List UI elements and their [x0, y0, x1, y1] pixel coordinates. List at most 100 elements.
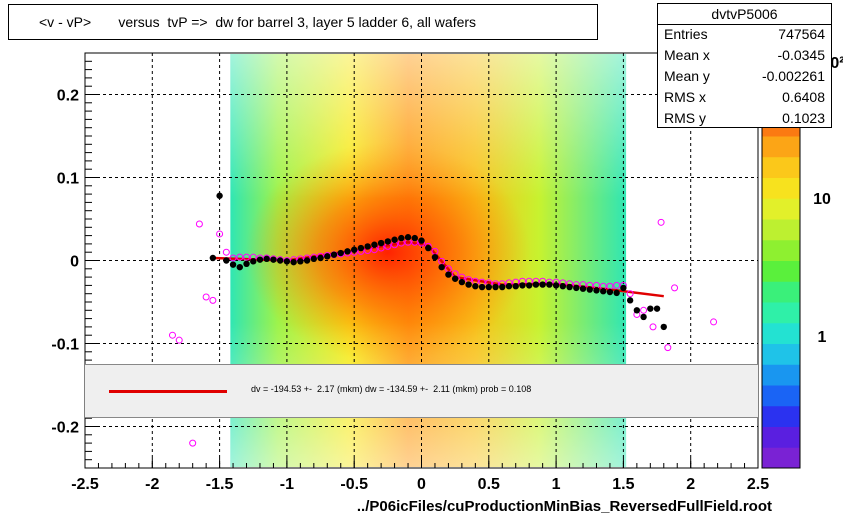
x-tick-label: 1.5 — [612, 476, 634, 493]
magenta-point — [175, 336, 183, 344]
black-point — [653, 305, 661, 312]
x-tick-label: -1 — [280, 476, 294, 493]
black-point — [512, 283, 519, 290]
color-scale-band — [762, 322, 800, 344]
black-point — [411, 234, 418, 242]
black-point — [532, 281, 540, 288]
magenta-point — [168, 331, 176, 339]
black-point — [256, 256, 264, 263]
black-point — [303, 257, 311, 264]
black-point — [458, 278, 466, 286]
y-tick-label: 0.2 — [57, 88, 79, 105]
stats-row-entries: Entries 747564 — [664, 26, 825, 42]
stats-row-rms-x: RMS x 0.6408 — [664, 89, 825, 105]
magenta-point — [626, 290, 634, 298]
black-point — [485, 283, 492, 291]
black-point — [566, 283, 573, 291]
x-axis-label: ../P06icFiles/cuProductionMinBias_Revers… — [356, 498, 772, 515]
black-point — [626, 297, 634, 304]
black-point — [223, 257, 230, 264]
x-tick-label: -1.5 — [206, 476, 234, 493]
y-tick-label: -0.2 — [51, 420, 79, 437]
black-point — [384, 238, 392, 245]
magenta-point — [236, 253, 244, 261]
x-tick-label: 2 — [686, 476, 695, 493]
black-point — [431, 253, 439, 261]
color-scale-band — [762, 343, 800, 365]
black-point — [317, 254, 324, 262]
magenta-point — [613, 281, 621, 289]
y-tick-label: 0.1 — [57, 171, 79, 188]
black-point — [243, 260, 250, 268]
black-point — [606, 288, 614, 296]
black-point — [377, 239, 385, 247]
black-point — [573, 284, 580, 292]
color-scale-band — [762, 198, 800, 220]
black-point — [404, 234, 412, 241]
y-tick-label: 0 — [70, 254, 79, 271]
x-tick-label: 0 — [417, 476, 426, 493]
x-tick-label: 1 — [552, 476, 561, 493]
black-point — [465, 281, 472, 288]
color-scale-band — [762, 219, 800, 241]
color-scale-label: 10 — [813, 191, 831, 208]
fit-legend-line — [109, 390, 227, 393]
color-scale-band — [762, 239, 800, 261]
black-point — [492, 283, 499, 291]
x-tick-label: -2 — [145, 476, 159, 493]
black-point — [546, 281, 553, 288]
black-point — [398, 234, 405, 242]
black-point — [472, 283, 479, 290]
stats-box: dvtvP5006 Entries 747564 Mean x -0.0345 Me… — [657, 3, 832, 128]
magenta-point — [209, 296, 217, 304]
color-scale-band — [762, 281, 800, 303]
fit-legend-text: dv = -194.53 +- 2.17 (mkm) dw = -134.59 … — [251, 384, 532, 394]
magenta-point — [671, 284, 679, 292]
black-point — [364, 243, 371, 250]
black-point — [357, 244, 365, 252]
black-point — [263, 255, 270, 263]
stats-row-mean-x: Mean x -0.0345 — [664, 47, 825, 63]
axes: -2.5 -2 -1.5 -1 -0.5 0 0.5 1 1.5 2 2.5 -0.2 -0.1 0 0.1… — [51, 52, 769, 493]
color-scale-band — [762, 136, 800, 158]
magenta-point — [216, 230, 224, 238]
color-scale-band — [762, 364, 800, 386]
black-point — [620, 284, 627, 292]
stats-row-mean-y: Mean y -0.002261 — [664, 68, 825, 84]
magenta-point — [229, 254, 237, 262]
black-point — [519, 282, 526, 289]
magenta-point — [710, 318, 718, 326]
black-point — [593, 287, 600, 294]
black-point — [283, 258, 291, 265]
black-point — [371, 241, 378, 248]
x-tick-label: -2.5 — [71, 476, 99, 493]
black-point — [552, 282, 560, 289]
black-point — [600, 288, 607, 295]
fit-legend-box: dv = -194.53 +- 2.17 (mkm) dw = -134.59 … — [85, 364, 758, 418]
x-tick-label: -0.5 — [340, 476, 368, 493]
x-tick-label: 0.5 — [478, 476, 500, 493]
black-point — [344, 248, 351, 255]
black-profile — [209, 192, 667, 331]
black-point — [559, 283, 567, 290]
black-point — [633, 307, 641, 314]
black-point — [209, 254, 217, 262]
color-scale-band — [762, 447, 800, 469]
color-scale-band — [762, 302, 800, 324]
plot-title-box: <v - vP> versus tvP => dw for barrel 3, … — [8, 4, 598, 40]
color-scale-band — [762, 405, 800, 427]
color-scale-band — [762, 177, 800, 199]
black-point — [505, 283, 513, 290]
black-point — [499, 283, 506, 291]
black-point — [290, 258, 297, 266]
black-point — [438, 263, 445, 271]
black-point — [276, 257, 284, 264]
black-point — [250, 258, 257, 265]
black-point — [579, 285, 587, 292]
black-point — [640, 313, 647, 321]
magenta-point — [649, 323, 657, 331]
black-point — [324, 253, 331, 260]
black-point — [539, 281, 546, 288]
black-point — [391, 236, 398, 243]
stats-row-rms-y: RMS y 0.1023 — [664, 110, 825, 126]
